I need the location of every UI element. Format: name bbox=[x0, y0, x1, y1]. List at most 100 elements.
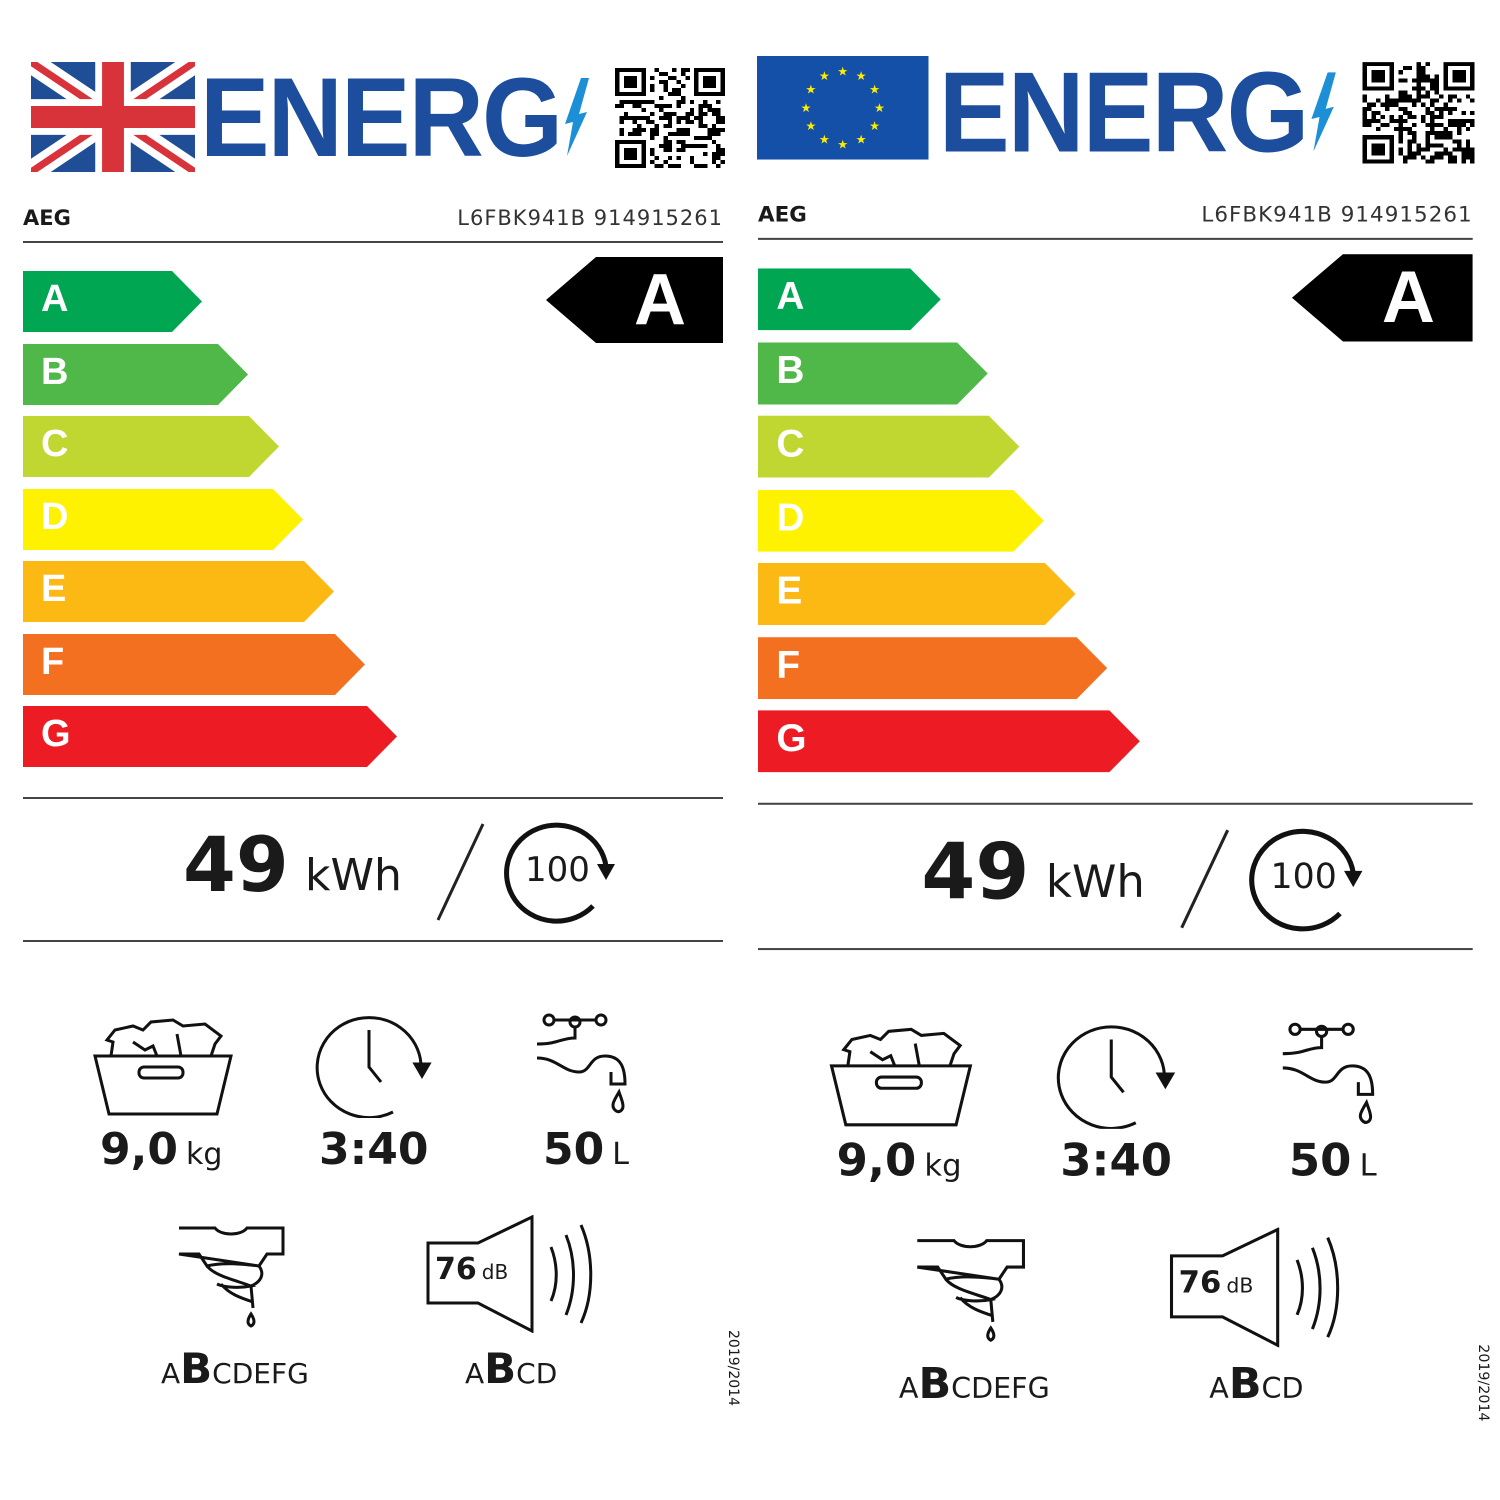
energy-class-letter: A bbox=[1381, 257, 1435, 339]
scale-before: A bbox=[1209, 1371, 1229, 1406]
supplier-name: AEG bbox=[758, 202, 807, 227]
energy-class-bar-a: A bbox=[758, 268, 941, 331]
programme-duration: 3:40 bbox=[319, 1124, 428, 1175]
slash-divider bbox=[436, 823, 485, 921]
water-consumption: 50 L bbox=[543, 1124, 629, 1175]
energy-class-bar-letter: E bbox=[41, 568, 67, 610]
divider bbox=[23, 241, 723, 243]
spin-drying-class-scale: ABCDEFG bbox=[899, 1359, 1050, 1409]
divider bbox=[23, 940, 723, 942]
capacity-unit: kg bbox=[185, 1137, 223, 1172]
energy-class-bar-b: B bbox=[23, 343, 248, 405]
star-icon: ★ bbox=[805, 119, 816, 133]
uk-flag-icon bbox=[31, 62, 195, 172]
energy-label: ★ ★ ★ ★ ★ ★ ★ ★ ★ ★ ★ ★ ENERG AEG L6FBK941B 9149152… bbox=[756, 0, 1491, 1436]
supplier-name: AEG bbox=[23, 206, 71, 230]
cycle-arrow-icon bbox=[504, 822, 615, 924]
qr-code[interactable] bbox=[615, 68, 725, 168]
slash-divider bbox=[1180, 829, 1230, 929]
energy-class-bar-d: D bbox=[23, 488, 303, 550]
energy-consumption-unit: kWh bbox=[1045, 856, 1145, 909]
energy-class-bar-b: B bbox=[758, 341, 988, 404]
energy-class-bar-letter: A bbox=[41, 278, 69, 320]
star-icon: ★ bbox=[837, 64, 848, 78]
spin-drying-shirt-icon bbox=[178, 1226, 285, 1328]
energy-class-bar-g: G bbox=[23, 706, 397, 767]
energy-class-bar-letter: G bbox=[41, 713, 71, 755]
energy-class-bar-letter: B bbox=[776, 349, 805, 392]
laundry-basket-icon bbox=[93, 1018, 233, 1116]
capacity-unit: kg bbox=[924, 1148, 962, 1184]
energy-class-bar-letter: A bbox=[776, 275, 805, 319]
scale-before: A bbox=[465, 1357, 485, 1390]
water-unit: L bbox=[612, 1137, 629, 1172]
energy-class-bar-letter: E bbox=[776, 570, 803, 613]
scale-selected: B bbox=[484, 1344, 517, 1393]
water-unit: L bbox=[1359, 1148, 1377, 1184]
programme-duration: 3:40 bbox=[1060, 1135, 1172, 1187]
duration-value: 3:40 bbox=[1060, 1134, 1172, 1187]
star-icon: ★ bbox=[805, 83, 816, 97]
energy-logo: ENERG bbox=[200, 55, 563, 180]
noise-value: 76 dB bbox=[1179, 1265, 1254, 1301]
noise-value: 76 dB bbox=[435, 1252, 508, 1287]
divider bbox=[758, 802, 1473, 805]
star-icon: ★ bbox=[856, 69, 867, 83]
energy-class-bar-e: E bbox=[758, 562, 1076, 625]
energy-logo: ENERG bbox=[938, 48, 1310, 176]
energy-class-bar-f: F bbox=[23, 633, 365, 695]
energy-class-indicator: A bbox=[1291, 254, 1473, 342]
scale-before: A bbox=[898, 1371, 919, 1406]
spin-drying-shirt-icon bbox=[917, 1239, 1025, 1342]
water-tap-icon bbox=[1282, 1022, 1375, 1124]
water-value: 50 bbox=[543, 1124, 605, 1175]
energy-class-bar-d: D bbox=[758, 489, 1044, 552]
spin-drying-class-scale: ABCDEFG bbox=[161, 1344, 309, 1393]
energy-class-bar-c: C bbox=[23, 416, 279, 477]
energy-class-bar-letter: F bbox=[41, 640, 65, 683]
duration-value: 3:40 bbox=[319, 1124, 429, 1175]
scale-selected: B bbox=[1228, 1358, 1262, 1409]
scale-before: A bbox=[161, 1357, 181, 1390]
water-tap-icon bbox=[536, 1013, 627, 1114]
energy-class-bar-letter: D bbox=[41, 495, 69, 538]
noise-unit: dB bbox=[481, 1260, 509, 1284]
noise-number: 76 bbox=[1178, 1265, 1222, 1301]
energy-class-bar-letter: B bbox=[41, 350, 69, 393]
cycles-value: 100 bbox=[1270, 856, 1337, 898]
energy-class-bar-letter: F bbox=[776, 643, 801, 687]
scale-selected: B bbox=[918, 1358, 952, 1409]
cycles-indicator: 100 bbox=[498, 818, 628, 928]
divider bbox=[758, 948, 1473, 951]
clock-duration-icon bbox=[315, 1016, 432, 1118]
speaker-noise-icon bbox=[426, 1215, 593, 1333]
energy-class-bar-e: E bbox=[23, 561, 334, 622]
energy-class-letter: A bbox=[634, 260, 686, 340]
cycles-value: 100 bbox=[525, 850, 590, 890]
energy-class-bar-letter: C bbox=[41, 423, 69, 465]
scale-selected: B bbox=[180, 1344, 213, 1393]
cycle-arrow-icon bbox=[1249, 828, 1363, 932]
star-icon: ★ bbox=[856, 133, 867, 147]
laundry-basket-icon bbox=[829, 1027, 973, 1127]
qr-code[interactable] bbox=[1362, 62, 1475, 164]
capacity-value: 9,0 bbox=[100, 1124, 178, 1175]
energy-class-bar-g: G bbox=[758, 710, 1140, 773]
star-icon: ★ bbox=[874, 101, 885, 115]
energy-class-bar-letter: G bbox=[776, 717, 807, 761]
noise-unit: dB bbox=[1226, 1273, 1254, 1298]
energy-class-bar-letter: D bbox=[776, 496, 805, 540]
lightning-icon bbox=[565, 78, 589, 156]
rated-capacity: 9,0 kg bbox=[837, 1135, 962, 1187]
energy-class-indicator: A bbox=[546, 257, 723, 343]
model-identifier: L6FBK941B 914915261 bbox=[1201, 202, 1473, 227]
regulation-number: 2019/2014 bbox=[1474, 1344, 1492, 1422]
rated-capacity: 9,0 kg bbox=[100, 1124, 222, 1175]
star-icon: ★ bbox=[837, 137, 848, 151]
model-identifier: L6FBK941B 914915261 bbox=[457, 206, 723, 230]
energy-class-bar-c: C bbox=[758, 415, 1020, 478]
noise-class-scale: ABCD bbox=[465, 1344, 557, 1393]
capacity-value: 9,0 bbox=[836, 1134, 917, 1187]
regulation-number: 2019/2014 bbox=[724, 1330, 741, 1406]
water-consumption: 50 L bbox=[1289, 1135, 1377, 1187]
